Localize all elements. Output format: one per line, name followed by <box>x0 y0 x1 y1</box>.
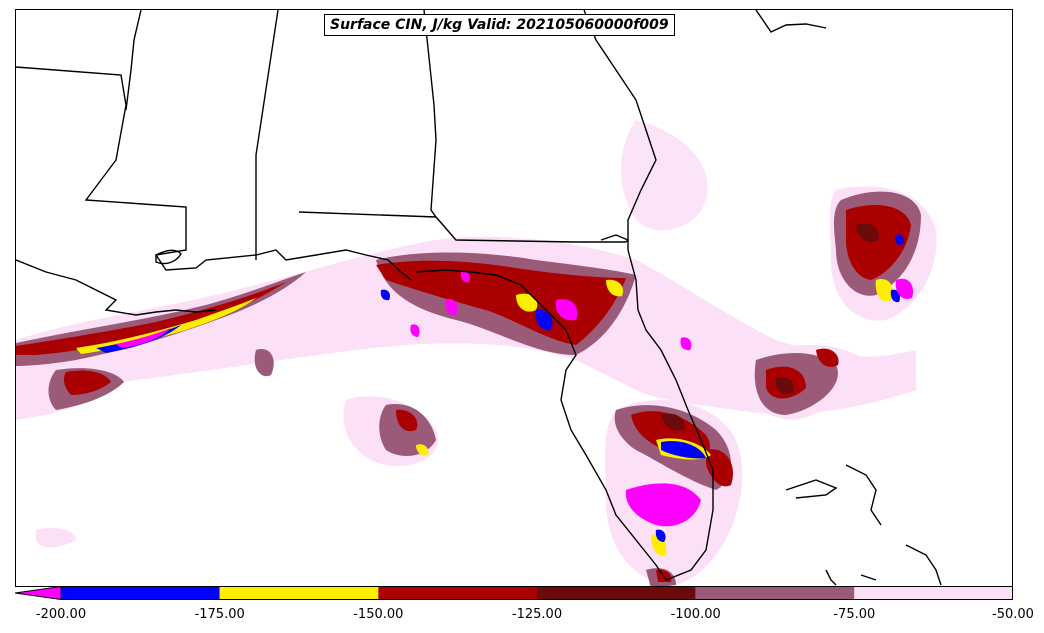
colorbar-segment <box>378 586 537 600</box>
colorbar-tick-label: -125.00 <box>511 607 563 622</box>
colorbar-tick-label: -175.00 <box>194 607 245 622</box>
colorbar-extend-arrow <box>15 586 62 600</box>
colorbar-segment <box>537 586 696 600</box>
colorbar-tick-label: -50.00 <box>992 607 1034 622</box>
colorbar-segment <box>854 586 1013 600</box>
geographic-boundaries <box>16 10 942 586</box>
colorbar-segment <box>695 586 855 600</box>
colorbar-tick-label: -100.00 <box>670 607 721 622</box>
colorbar-tick-label: -200.00 <box>35 607 87 622</box>
colorbar-tick-label: -75.00 <box>833 607 876 622</box>
colorbar-segment <box>219 586 379 600</box>
colorbar-border <box>60 586 1013 600</box>
colorbar <box>15 586 1013 600</box>
map-panel <box>15 9 1013 587</box>
cin-light-field <box>16 120 937 585</box>
colorbar-segment <box>61 586 220 600</box>
map-title: Surface CIN, J/kg Valid: 202105060000f00… <box>324 14 675 36</box>
colorbar-tick-label: -150.00 <box>353 607 404 622</box>
cin-blue-field <box>96 234 904 542</box>
cin-map <box>16 10 942 586</box>
cin-maroon-field <box>661 223 879 431</box>
cin-magenta-field <box>116 271 914 527</box>
